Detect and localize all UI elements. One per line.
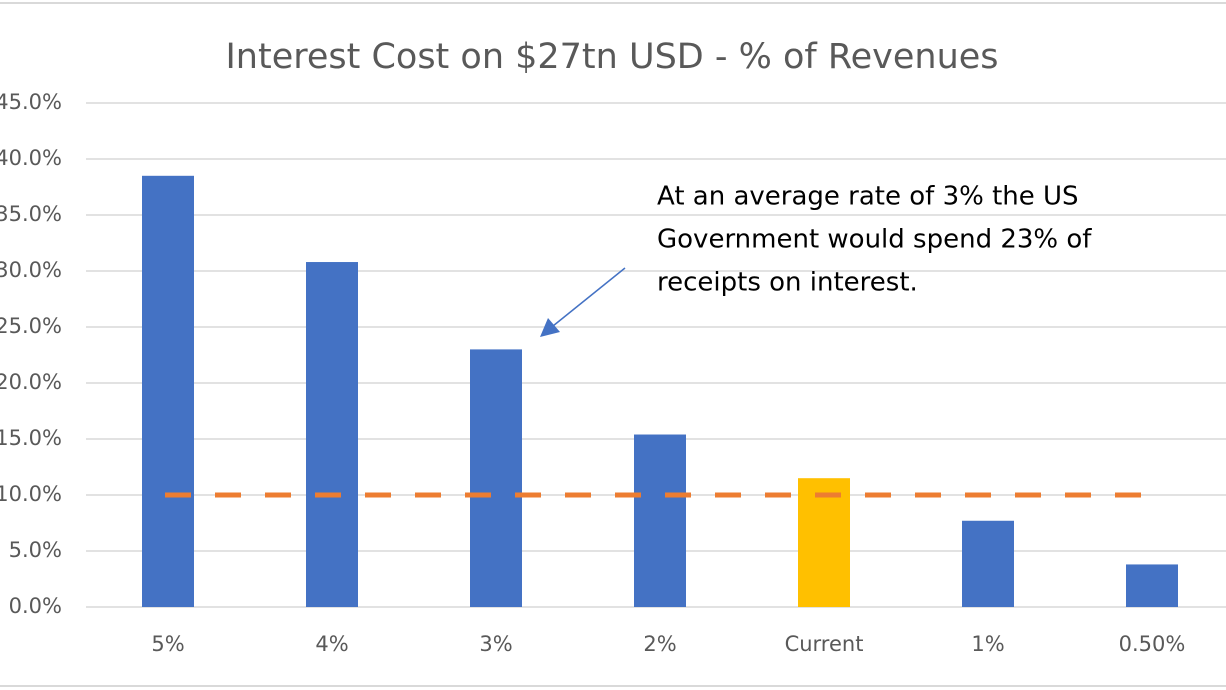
y-tick-label: 5.0%	[9, 538, 62, 562]
annotation: Government would spend 23% of	[657, 225, 1092, 255]
x-tick-label: 3%	[479, 632, 512, 656]
x-tick-label: 0.50%	[1119, 632, 1186, 656]
y-tick-label: 30.0%	[0, 258, 62, 282]
y-tick-label: 15.0%	[0, 426, 62, 450]
chart-title: Interest Cost on $27tn USD - % of Revenu…	[225, 37, 998, 77]
bar	[470, 349, 522, 607]
y-tick-label: 45.0%	[0, 90, 62, 114]
y-tick-label: 40.0%	[0, 146, 62, 170]
y-tick-label: 20.0%	[0, 370, 62, 394]
bar	[634, 434, 686, 607]
x-tick-label: 4%	[315, 632, 348, 656]
y-tick-label: 25.0%	[0, 314, 62, 338]
y-tick-label: 10.0%	[0, 482, 62, 506]
annotation: At an average rate of 3% the US	[657, 182, 1079, 212]
bar	[1126, 564, 1178, 607]
x-tick-label: 1%	[971, 632, 1004, 656]
bar	[142, 175, 194, 608]
x-tick-label: 5%	[151, 632, 184, 656]
y-tick-label: 0.0%	[9, 594, 62, 618]
bar	[962, 520, 1014, 607]
annotation: receipts on interest.	[657, 268, 918, 298]
x-tick-label: 2%	[643, 632, 676, 656]
y-tick-label: 35.0%	[0, 202, 62, 226]
bar	[798, 478, 850, 607]
arrow-head	[540, 318, 560, 337]
bar	[306, 262, 358, 607]
annotation-arrow	[552, 267, 626, 327]
x-tick-label: Current	[785, 632, 864, 656]
